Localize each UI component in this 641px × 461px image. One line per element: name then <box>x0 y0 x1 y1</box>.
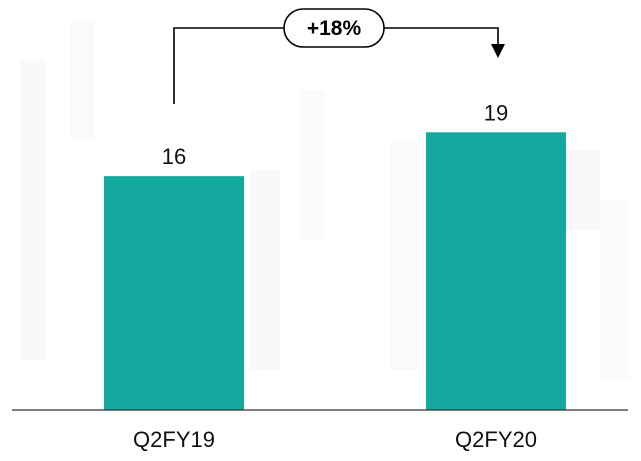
bars-layer <box>104 132 566 411</box>
bar-q2fy19 <box>104 176 244 410</box>
annotation-label: +18% <box>307 17 362 40</box>
annotation-pill <box>283 8 385 48</box>
labels-layer: 16 Q2FY19 19 Q2FY20 <box>133 100 537 452</box>
bar-q2fy20 <box>426 132 566 411</box>
data-label: 19 <box>484 100 508 125</box>
data-label: 16 <box>162 144 186 169</box>
background-watermark <box>20 20 630 380</box>
category-label: Q2FY19 <box>133 427 215 452</box>
category-label: Q2FY20 <box>455 427 537 452</box>
growth-annotation: +18% <box>173 8 505 104</box>
arrowhead-icon <box>491 44 505 58</box>
